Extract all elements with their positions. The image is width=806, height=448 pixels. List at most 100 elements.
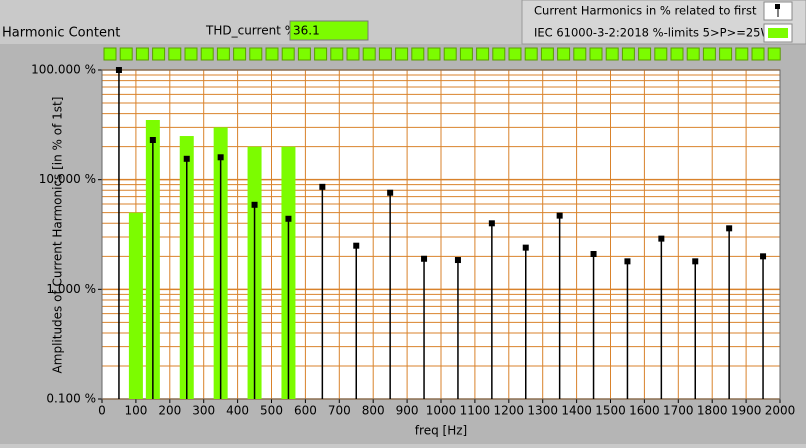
x-tick-label: 200 (158, 404, 181, 418)
strip-button (265, 47, 279, 61)
marker (421, 255, 428, 262)
marker (760, 253, 767, 260)
strip-button (168, 47, 182, 61)
strip-button (719, 47, 733, 61)
legend-swatch (768, 28, 788, 38)
marker (522, 244, 529, 251)
limit-bar (128, 212, 143, 399)
strip-button (200, 47, 214, 61)
x-tick-label: 300 (192, 404, 215, 418)
title: Harmonic Content (2, 26, 120, 41)
x-tick-label: 700 (328, 404, 351, 418)
strip-button (330, 47, 344, 61)
strip-button (119, 47, 133, 61)
marker (251, 201, 258, 208)
marker (285, 215, 292, 222)
strip-button (249, 47, 263, 61)
strip-button (103, 47, 117, 61)
strip-button (702, 47, 716, 61)
marker (183, 155, 190, 162)
x-tick-label: 900 (396, 404, 419, 418)
x-tick-label: 1000 (426, 404, 457, 418)
x-tick-label: 1600 (629, 404, 660, 418)
strip-button (459, 47, 473, 61)
x-tick-label: 2000 (765, 404, 796, 418)
strip-button (135, 47, 149, 61)
strip-button (767, 47, 781, 61)
plot-frame (101, 69, 781, 400)
strip-button (573, 47, 587, 61)
y-tick-label: 1.000 % (46, 282, 96, 296)
x-tick-label: 1200 (494, 404, 525, 418)
x-tick-label: 1500 (595, 404, 626, 418)
marker (149, 136, 156, 143)
strip-button (233, 47, 247, 61)
marker (658, 235, 665, 242)
y-axis-label: Amplitudes of Current Harmonics [in % of… (51, 97, 65, 374)
strip-button (605, 47, 619, 61)
strip-button (638, 47, 652, 61)
legend-label: IEC 61000-3-2:2018 %-limits 5>P>=25W (534, 26, 772, 40)
y-tick-label: 100.000 % (31, 63, 96, 77)
strip-button (216, 47, 230, 61)
marker (590, 250, 597, 257)
strip-button (427, 47, 441, 61)
thd-box (289, 20, 369, 41)
strip-button (589, 47, 603, 61)
strip-button (314, 47, 328, 61)
strip-button (686, 47, 700, 61)
strip-button (411, 47, 425, 61)
strip-button (184, 47, 198, 61)
strip-button (621, 47, 635, 61)
y-tick-label: 0.100 % (46, 392, 96, 406)
marker (726, 225, 733, 232)
thd-label: THD_current % (205, 24, 296, 38)
marker (624, 258, 631, 265)
strip-button (395, 47, 409, 61)
x-tick-label: 1300 (527, 404, 558, 418)
marker (115, 67, 122, 73)
x-tick-label: 1900 (731, 404, 762, 418)
strip-button (540, 47, 554, 61)
marker (556, 212, 563, 219)
marker (488, 220, 495, 227)
legend-label: Current Harmonics in % related to first (534, 4, 757, 18)
x-tick-label: 100 (124, 404, 147, 418)
marker (692, 258, 699, 265)
x-tick-label: 1800 (697, 404, 728, 418)
strip-button (557, 47, 571, 61)
strip-button (346, 47, 360, 61)
x-tick-label: 1700 (663, 404, 694, 418)
strip-button (524, 47, 538, 61)
strip-button (654, 47, 668, 61)
marker (353, 242, 360, 249)
strip-button (152, 47, 166, 61)
x-tick-label: 1400 (561, 404, 592, 418)
x-axis-label: freq [Hz] (415, 424, 467, 438)
y-tick-label: 10.000 % (39, 172, 96, 186)
marker (387, 189, 394, 196)
x-tick-label: 500 (260, 404, 283, 418)
strip-button (281, 47, 295, 61)
legend-swatch (775, 4, 780, 9)
marker (217, 154, 224, 161)
thd-value: 36.1 (293, 24, 320, 38)
strip-button (297, 47, 311, 61)
x-tick-label: 0 (98, 404, 106, 418)
x-tick-label: 400 (226, 404, 249, 418)
strip-button (443, 47, 457, 61)
marker (319, 183, 326, 190)
strip-button (378, 47, 392, 61)
strip-button (492, 47, 506, 61)
strip-button (508, 47, 522, 61)
legend (521, 0, 806, 45)
strip-button (751, 47, 765, 61)
strip-button (670, 47, 684, 61)
strip-button (735, 47, 749, 61)
marker (454, 257, 461, 264)
x-tick-label: 600 (294, 404, 317, 418)
strip-button (362, 47, 376, 61)
x-tick-label: 800 (362, 404, 385, 418)
